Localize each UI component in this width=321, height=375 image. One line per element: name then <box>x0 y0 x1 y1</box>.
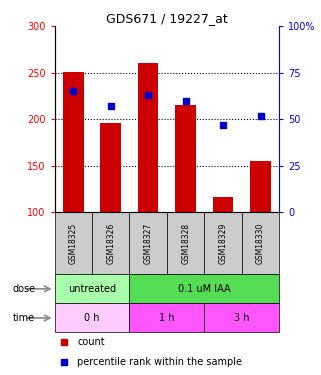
Bar <box>175 105 196 212</box>
Bar <box>213 196 233 212</box>
Text: count: count <box>77 337 105 347</box>
FancyBboxPatch shape <box>204 303 279 333</box>
Text: percentile rank within the sample: percentile rank within the sample <box>77 357 242 366</box>
FancyBboxPatch shape <box>55 212 92 274</box>
Text: 1 h: 1 h <box>159 313 175 323</box>
Point <box>108 103 113 109</box>
Bar <box>138 63 159 212</box>
FancyBboxPatch shape <box>167 212 204 274</box>
Bar <box>63 72 83 212</box>
Point <box>61 358 66 364</box>
Text: untreated: untreated <box>68 284 116 294</box>
Point <box>71 88 76 94</box>
Bar <box>250 161 271 212</box>
FancyBboxPatch shape <box>129 274 279 303</box>
FancyBboxPatch shape <box>242 212 279 274</box>
Text: 0 h: 0 h <box>84 313 100 323</box>
Text: dose: dose <box>13 284 36 294</box>
Text: GSM18330: GSM18330 <box>256 223 265 264</box>
Bar <box>100 123 121 212</box>
FancyBboxPatch shape <box>204 212 242 274</box>
FancyBboxPatch shape <box>55 274 129 303</box>
Text: GSM18326: GSM18326 <box>106 223 115 264</box>
Text: time: time <box>13 313 35 323</box>
Text: GSM18329: GSM18329 <box>219 223 228 264</box>
Point <box>183 98 188 104</box>
Text: GSM18325: GSM18325 <box>69 223 78 264</box>
FancyBboxPatch shape <box>129 212 167 274</box>
FancyBboxPatch shape <box>55 303 129 333</box>
Text: GSM18327: GSM18327 <box>144 223 153 264</box>
FancyBboxPatch shape <box>92 212 129 274</box>
Text: 0.1 uM IAA: 0.1 uM IAA <box>178 284 231 294</box>
Title: GDS671 / 19227_at: GDS671 / 19227_at <box>106 12 228 25</box>
Point <box>221 122 226 128</box>
Point <box>258 112 263 118</box>
FancyBboxPatch shape <box>129 303 204 333</box>
Text: GSM18328: GSM18328 <box>181 223 190 264</box>
Point <box>146 92 151 98</box>
Text: 3 h: 3 h <box>234 313 249 323</box>
Point <box>61 339 66 345</box>
